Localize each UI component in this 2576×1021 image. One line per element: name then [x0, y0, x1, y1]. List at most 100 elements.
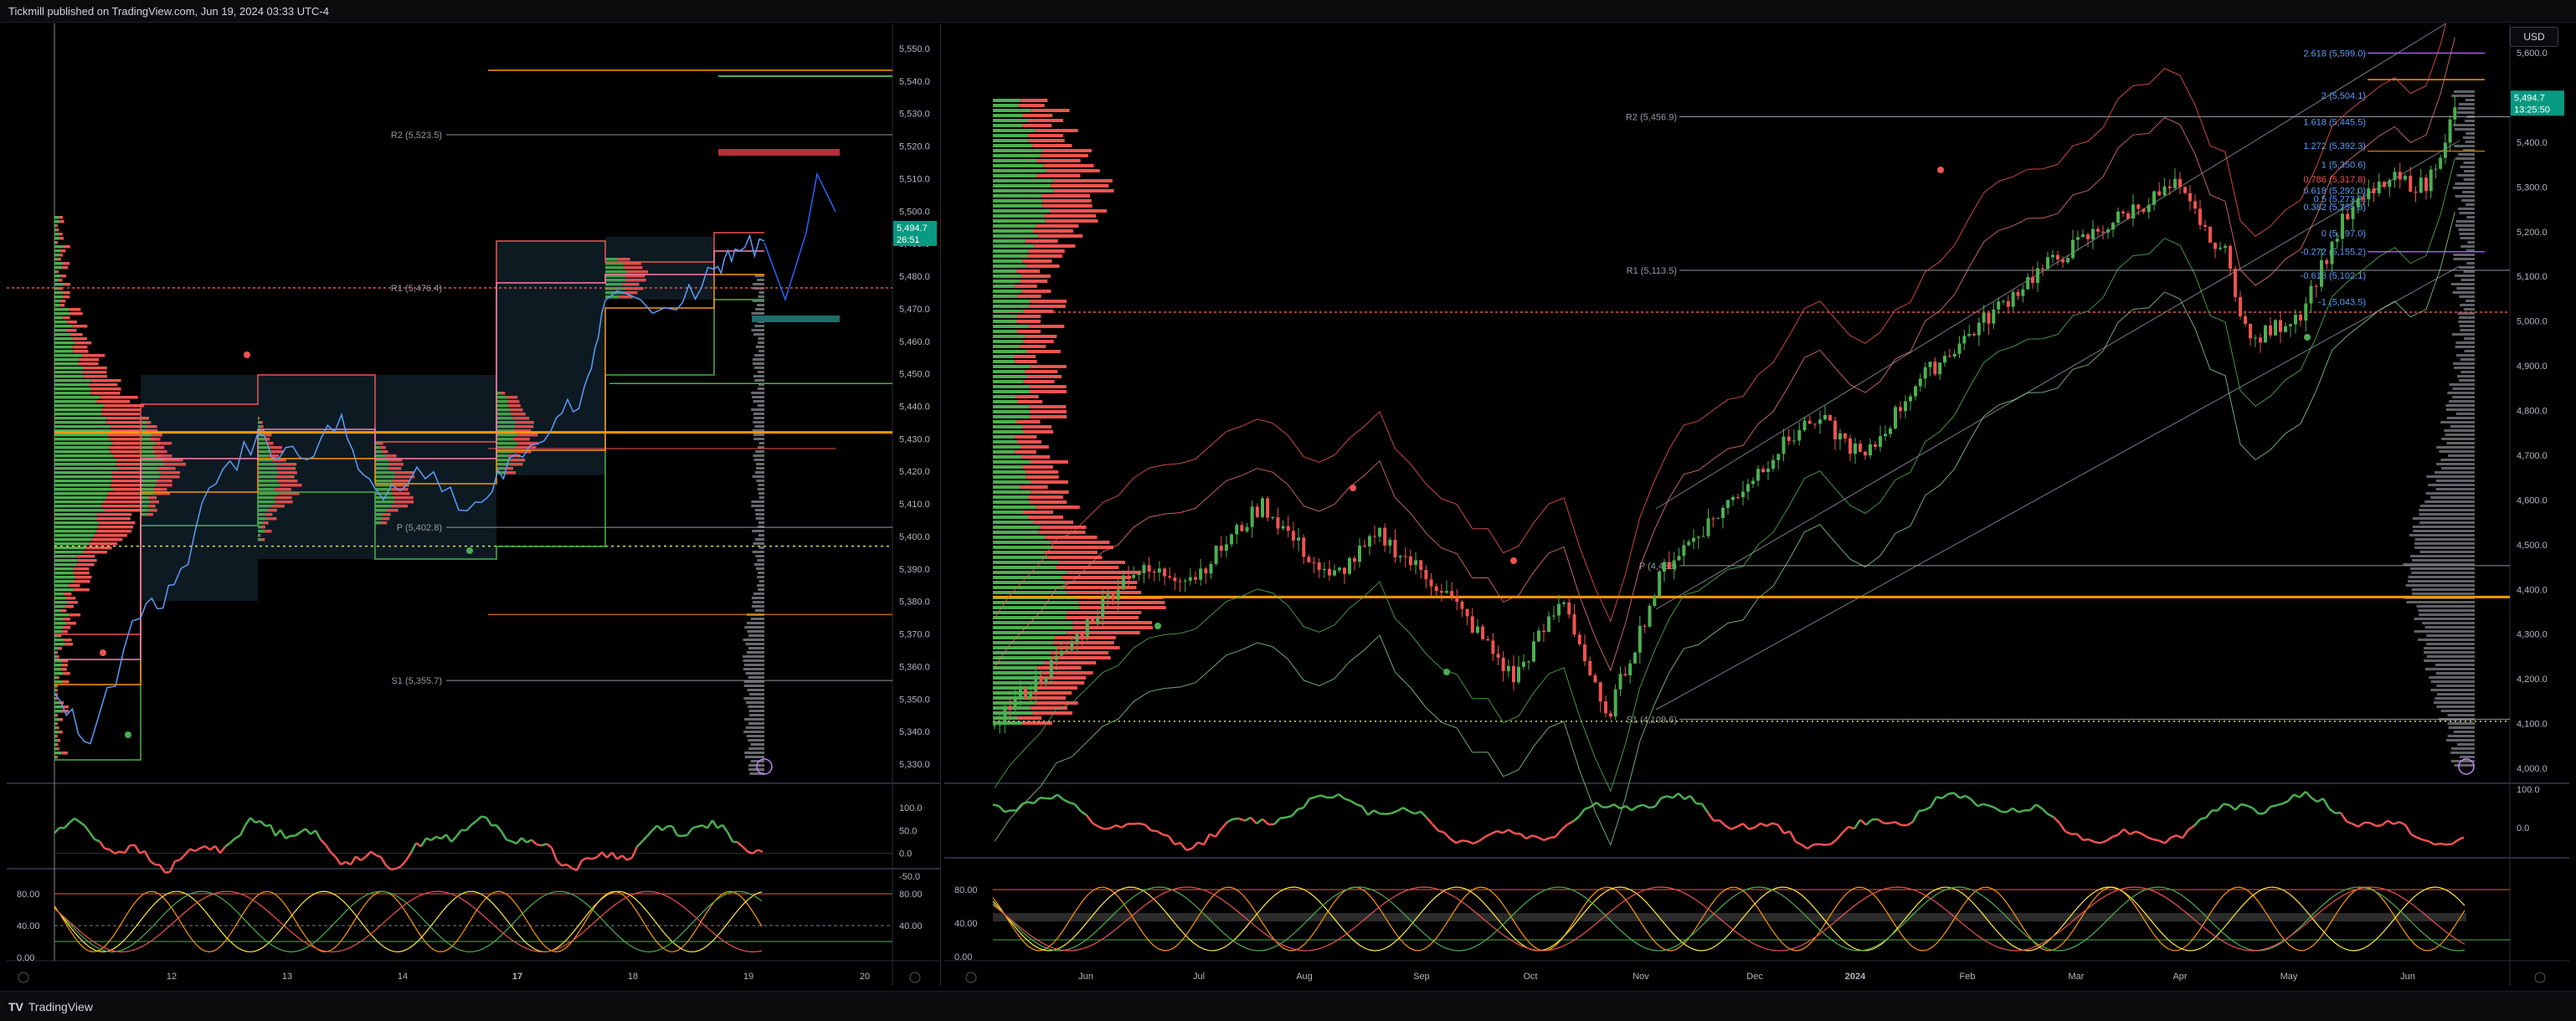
candle-body [1924, 367, 1927, 379]
volume-profile-bar [69, 584, 80, 587]
volume-profile-bar [993, 365, 1030, 368]
candle-body [1542, 631, 1545, 633]
price-axis-label: 5,500.0 [899, 207, 930, 217]
volume-profile-bar [1019, 104, 1045, 107]
price-axis-label: 5,410.0 [899, 500, 930, 510]
volume-profile-bar [1029, 696, 1065, 700]
volume-profile-bar [993, 475, 1026, 479]
volume-profile-bar [54, 283, 63, 286]
osc-line-segment [1714, 820, 1720, 821]
candle-body [1929, 362, 1932, 367]
candle-body [2439, 158, 2442, 169]
visible-range-profile-bar [751, 392, 764, 394]
volume-profile-bar [1028, 119, 1063, 122]
left-chart-pane[interactable]: R2 (5,523.5)R1 (5,476.4)P (5,402.8)S1 (5… [7, 23, 941, 986]
volume-profile-bar [993, 174, 1036, 177]
candle-body [1307, 557, 1310, 562]
volume-profile-bar [993, 209, 1050, 213]
right-chart-canvas[interactable]: R2 (5,456.9)R1 (5,113.5)P (4,453)S1 (4,1… [944, 23, 2569, 986]
osc-line-segment [1796, 842, 1802, 844]
session-profile-bar [258, 463, 277, 466]
visible-range-profile-bar [744, 685, 764, 687]
candle-body [2121, 212, 2125, 213]
visible-range-profile-bar [2414, 546, 2475, 549]
osc-line-segment [1555, 830, 1561, 837]
visible-range-profile-bar [753, 601, 764, 603]
volume-profile-bar [54, 400, 96, 403]
price-axis-label: 5,420.0 [899, 467, 930, 477]
volume-profile-bar [1029, 139, 1065, 142]
session-profile-bar [258, 496, 275, 500]
price-axis-label: 5,540.0 [899, 77, 930, 87]
session-profile-bar [605, 258, 618, 261]
osc-line-segment [1661, 796, 1667, 798]
candle-body [1302, 537, 1305, 557]
volume-profile-bar [993, 415, 1030, 418]
osc-line-segment [547, 844, 552, 848]
volume-profile-bar [993, 495, 1028, 499]
volume-profile-bar [993, 556, 1047, 559]
session-profile-bar [141, 475, 160, 479]
volume-profile-bar [75, 576, 91, 579]
osc-line-segment [296, 832, 301, 835]
candle-body [1106, 594, 1109, 598]
visible-range-profile-bar [753, 421, 764, 423]
osc-line-segment [75, 818, 80, 822]
osc-line-segment [1597, 803, 1602, 808]
visible-range-profile-bar [2425, 668, 2475, 670]
volume-profile-bar [1021, 455, 1050, 459]
osc-axis-label: 0.0 [2517, 823, 2529, 834]
currency-button[interactable]: USD [2510, 27, 2558, 47]
volume-profile-bar [92, 538, 123, 541]
volume-profile-bar [993, 641, 1053, 644]
visible-range-profile-bar [759, 580, 764, 582]
volume-profile-bar [993, 480, 1031, 484]
visible-range-profile-bar [757, 584, 764, 587]
session-profile-bar [154, 488, 167, 491]
session-profile-bar [277, 463, 296, 466]
volume-profile-bar [1033, 521, 1073, 524]
osc-line-segment [1913, 811, 1919, 822]
volume-profile-bar [1045, 536, 1097, 539]
volume-profile-bar [54, 613, 69, 617]
candle-body [1204, 568, 1207, 573]
candle-body [1343, 567, 1346, 573]
volume-profile-bar [89, 542, 117, 546]
osc-line-segment [1087, 815, 1093, 823]
session-profile-bar [258, 530, 265, 533]
candle-body [1899, 407, 1902, 411]
osc-line-segment [2171, 835, 2177, 838]
session-profile-bar [141, 442, 157, 445]
candle-body [1450, 591, 1453, 596]
osc-line-segment [1368, 810, 1374, 815]
left-chart-canvas[interactable]: R2 (5,523.5)R1 (5,476.4)P (5,402.8)S1 (5… [7, 23, 940, 986]
volume-profile-bar [1026, 475, 1058, 479]
visible-range-profile-bar [753, 375, 764, 377]
volume-profile-bar [1042, 204, 1092, 208]
candle-body [1833, 421, 1837, 439]
visible-range-profile-bar [2409, 576, 2475, 578]
volume-profile-bar [63, 262, 69, 265]
visible-range-profile-bar [756, 467, 764, 469]
volume-profile-bar [1065, 581, 1137, 584]
osc-line-segment [285, 836, 291, 839]
session-profile-bar [146, 421, 151, 424]
session-profile-bar [513, 417, 530, 420]
osc-line-segment [1479, 837, 1485, 841]
osc-axis-label: 0.00 [17, 953, 34, 963]
visible-range-profile-bar [2428, 484, 2475, 486]
volume-profile-bar [76, 563, 94, 567]
candle-body [1393, 540, 1396, 557]
right-chart-pane[interactable]: R2 (5,456.9)R1 (5,113.5)P (4,453)S1 (4,1… [944, 23, 2569, 986]
osc-line-segment [481, 817, 486, 818]
candle-body [1292, 531, 1295, 541]
price-axis-label: 5,360.0 [899, 662, 930, 672]
volume-profile-bar [54, 563, 76, 567]
visible-range-profile-bar [2430, 689, 2475, 691]
time-axis-label: Feb [1960, 972, 1976, 982]
visible-range-profile-bar [2436, 705, 2475, 708]
visible-range-profile-bar [747, 735, 764, 737]
time-axis-label: 2024 [1845, 972, 1866, 982]
candle-body [1235, 525, 1238, 534]
